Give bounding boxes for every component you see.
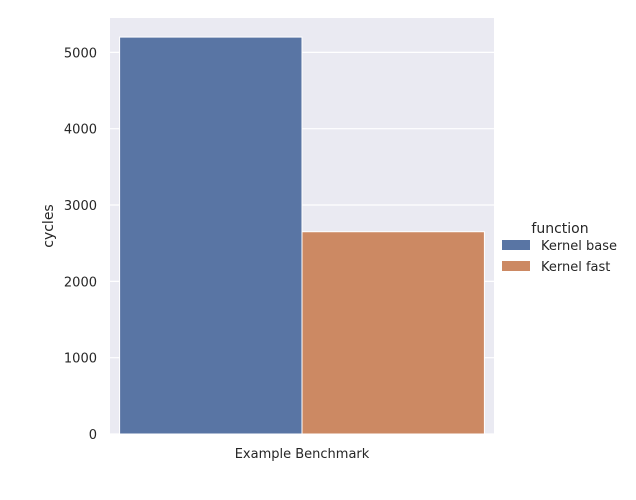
legend-label: Kernel fast bbox=[541, 260, 610, 275]
y-tick-label: 1000 bbox=[64, 352, 97, 367]
legend-title: function bbox=[531, 221, 588, 237]
y-tick-label: 0 bbox=[89, 428, 97, 443]
x-tick-labels: Example Benchmark bbox=[235, 447, 370, 462]
legend: function Kernel base Kernel fast bbox=[502, 221, 617, 275]
y-tick-label: 2000 bbox=[64, 275, 97, 290]
y-tick-label: 4000 bbox=[64, 123, 97, 138]
bar-kernel-fast bbox=[301, 231, 485, 435]
y-tick-label: 5000 bbox=[64, 46, 97, 61]
legend-swatch bbox=[502, 261, 530, 271]
x-tick-label: Example Benchmark bbox=[235, 447, 370, 462]
legend-label: Kernel base bbox=[541, 239, 617, 254]
y-axis-label: cycles bbox=[41, 204, 57, 247]
y-tick-label: 3000 bbox=[64, 199, 97, 214]
bar-kernel-base bbox=[119, 36, 303, 435]
legend-swatch bbox=[502, 240, 530, 250]
y-tick-labels: 0 1000 2000 3000 4000 5000 bbox=[64, 46, 97, 443]
bars bbox=[119, 36, 485, 435]
